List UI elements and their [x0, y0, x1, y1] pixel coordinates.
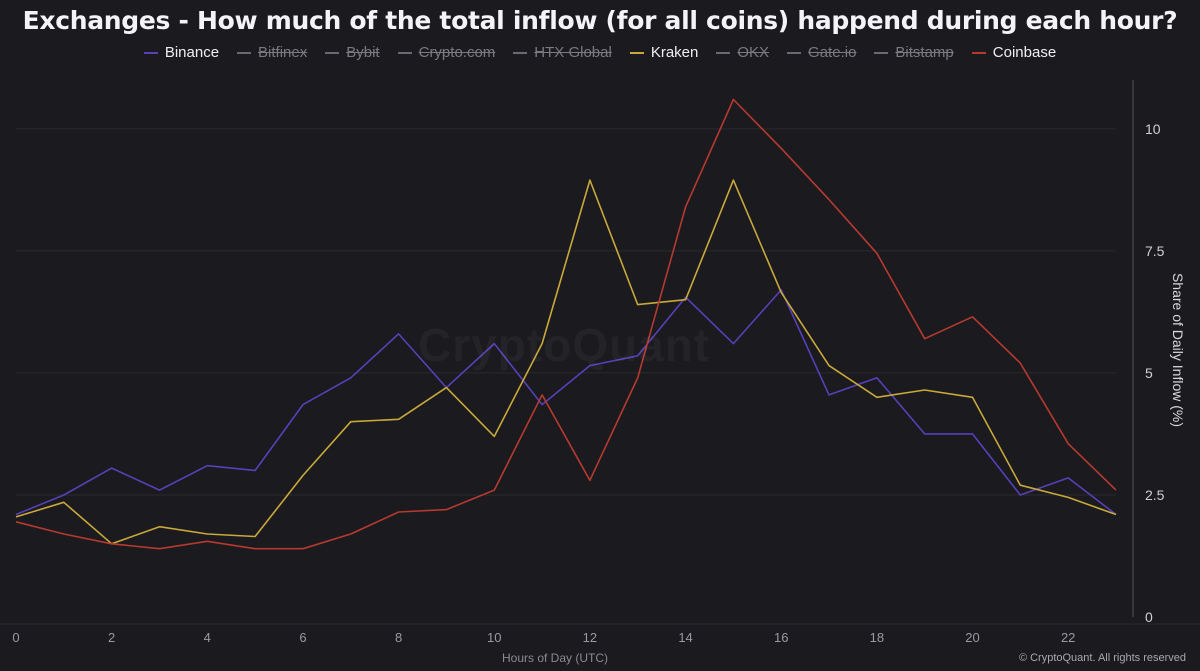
legend: Binance Bitfinex Bybit Crypto.com HTX Global…: [0, 44, 1200, 61]
chart-title: Exchanges - How much of the total inflow…: [22, 6, 1178, 35]
legend-swatch: [513, 51, 528, 54]
legend-swatch: [787, 51, 802, 54]
watermark: CryptoQuant: [418, 318, 710, 372]
x-tick-label: 14: [678, 630, 692, 645]
legend-label: Bybit: [346, 44, 380, 61]
legend-item-bybit[interactable]: Bybit: [325, 44, 380, 61]
y-tick-label: 5: [1145, 365, 1153, 381]
series-line-coinbase: [15, 98, 1117, 550]
legend-label: HTX Global: [534, 44, 612, 61]
x-tick-label: 18: [870, 630, 884, 645]
y-tick-label: 0: [1145, 609, 1153, 625]
legend-item-crypto-com[interactable]: Crypto.com: [397, 44, 496, 61]
x-tick-label: 22: [1061, 630, 1075, 645]
x-tick-label: 8: [395, 630, 402, 645]
x-tick-label: 4: [204, 630, 211, 645]
series-layer: [15, 98, 1117, 550]
x-axis-title: Hours of Day (UTC): [501, 651, 608, 665]
legend-item-bitstamp[interactable]: Bitstamp: [874, 44, 954, 61]
legend-swatch: [874, 51, 889, 54]
axes: [0, 80, 1200, 625]
legend-swatch: [325, 51, 340, 54]
legend-swatch: [237, 51, 252, 54]
x-tick-label: 20: [965, 630, 979, 645]
legend-label: Gate.io: [808, 44, 857, 61]
series-line-kraken: [15, 179, 1117, 545]
legend-item-gate-io[interactable]: Gate.io: [787, 44, 856, 61]
y-axis-title: Share of Daily Inflow (%): [1170, 272, 1186, 428]
x-tick-labels: 0 2 4 6 8 10 12 14 16 18 20 22: [12, 630, 1075, 645]
legend-item-bitfinex[interactable]: Bitfinex: [237, 44, 307, 61]
legend-label: Crypto.com: [418, 44, 496, 61]
legend-item-coinbase[interactable]: Coinbase: [971, 44, 1057, 61]
legend-item-kraken[interactable]: Kraken: [629, 44, 699, 61]
y-tick-label: 7.5: [1145, 243, 1165, 259]
y-tick-label: 2.5: [1145, 487, 1165, 503]
x-tick-label: 12: [583, 630, 597, 645]
x-tick-label: 16: [774, 630, 788, 645]
x-tick-label: 10: [487, 630, 501, 645]
legend-swatch: [716, 51, 731, 54]
legend-label: Kraken: [650, 44, 699, 61]
legend-label: OKX: [737, 44, 770, 61]
x-tick-label: 6: [299, 630, 306, 645]
legend-item-htx-global[interactable]: HTX Global: [513, 44, 612, 61]
copyright-credit: © CryptoQuant. All rights reserved: [1018, 652, 1186, 664]
legend-label: Bitfinex: [258, 44, 308, 61]
series-line-binance: [15, 289, 1117, 516]
legend-label: Bitstamp: [895, 44, 954, 61]
y-tick-labels: 0 2.5 5 7.5 10: [1145, 121, 1165, 625]
legend-swatch: [143, 51, 158, 54]
legend-swatch: [397, 51, 412, 54]
x-tick-label: 2: [108, 630, 115, 645]
legend-swatch: [629, 51, 644, 54]
grid-lines: [16, 128, 1116, 496]
legend-item-binance[interactable]: Binance: [143, 44, 220, 61]
legend-label: Coinbase: [992, 44, 1057, 61]
legend-swatch: [971, 51, 986, 54]
y-tick-label: 10: [1145, 121, 1161, 137]
legend-label: Binance: [164, 44, 220, 61]
legend-item-okx[interactable]: OKX: [716, 44, 769, 61]
x-tick-label: 0: [12, 630, 19, 645]
